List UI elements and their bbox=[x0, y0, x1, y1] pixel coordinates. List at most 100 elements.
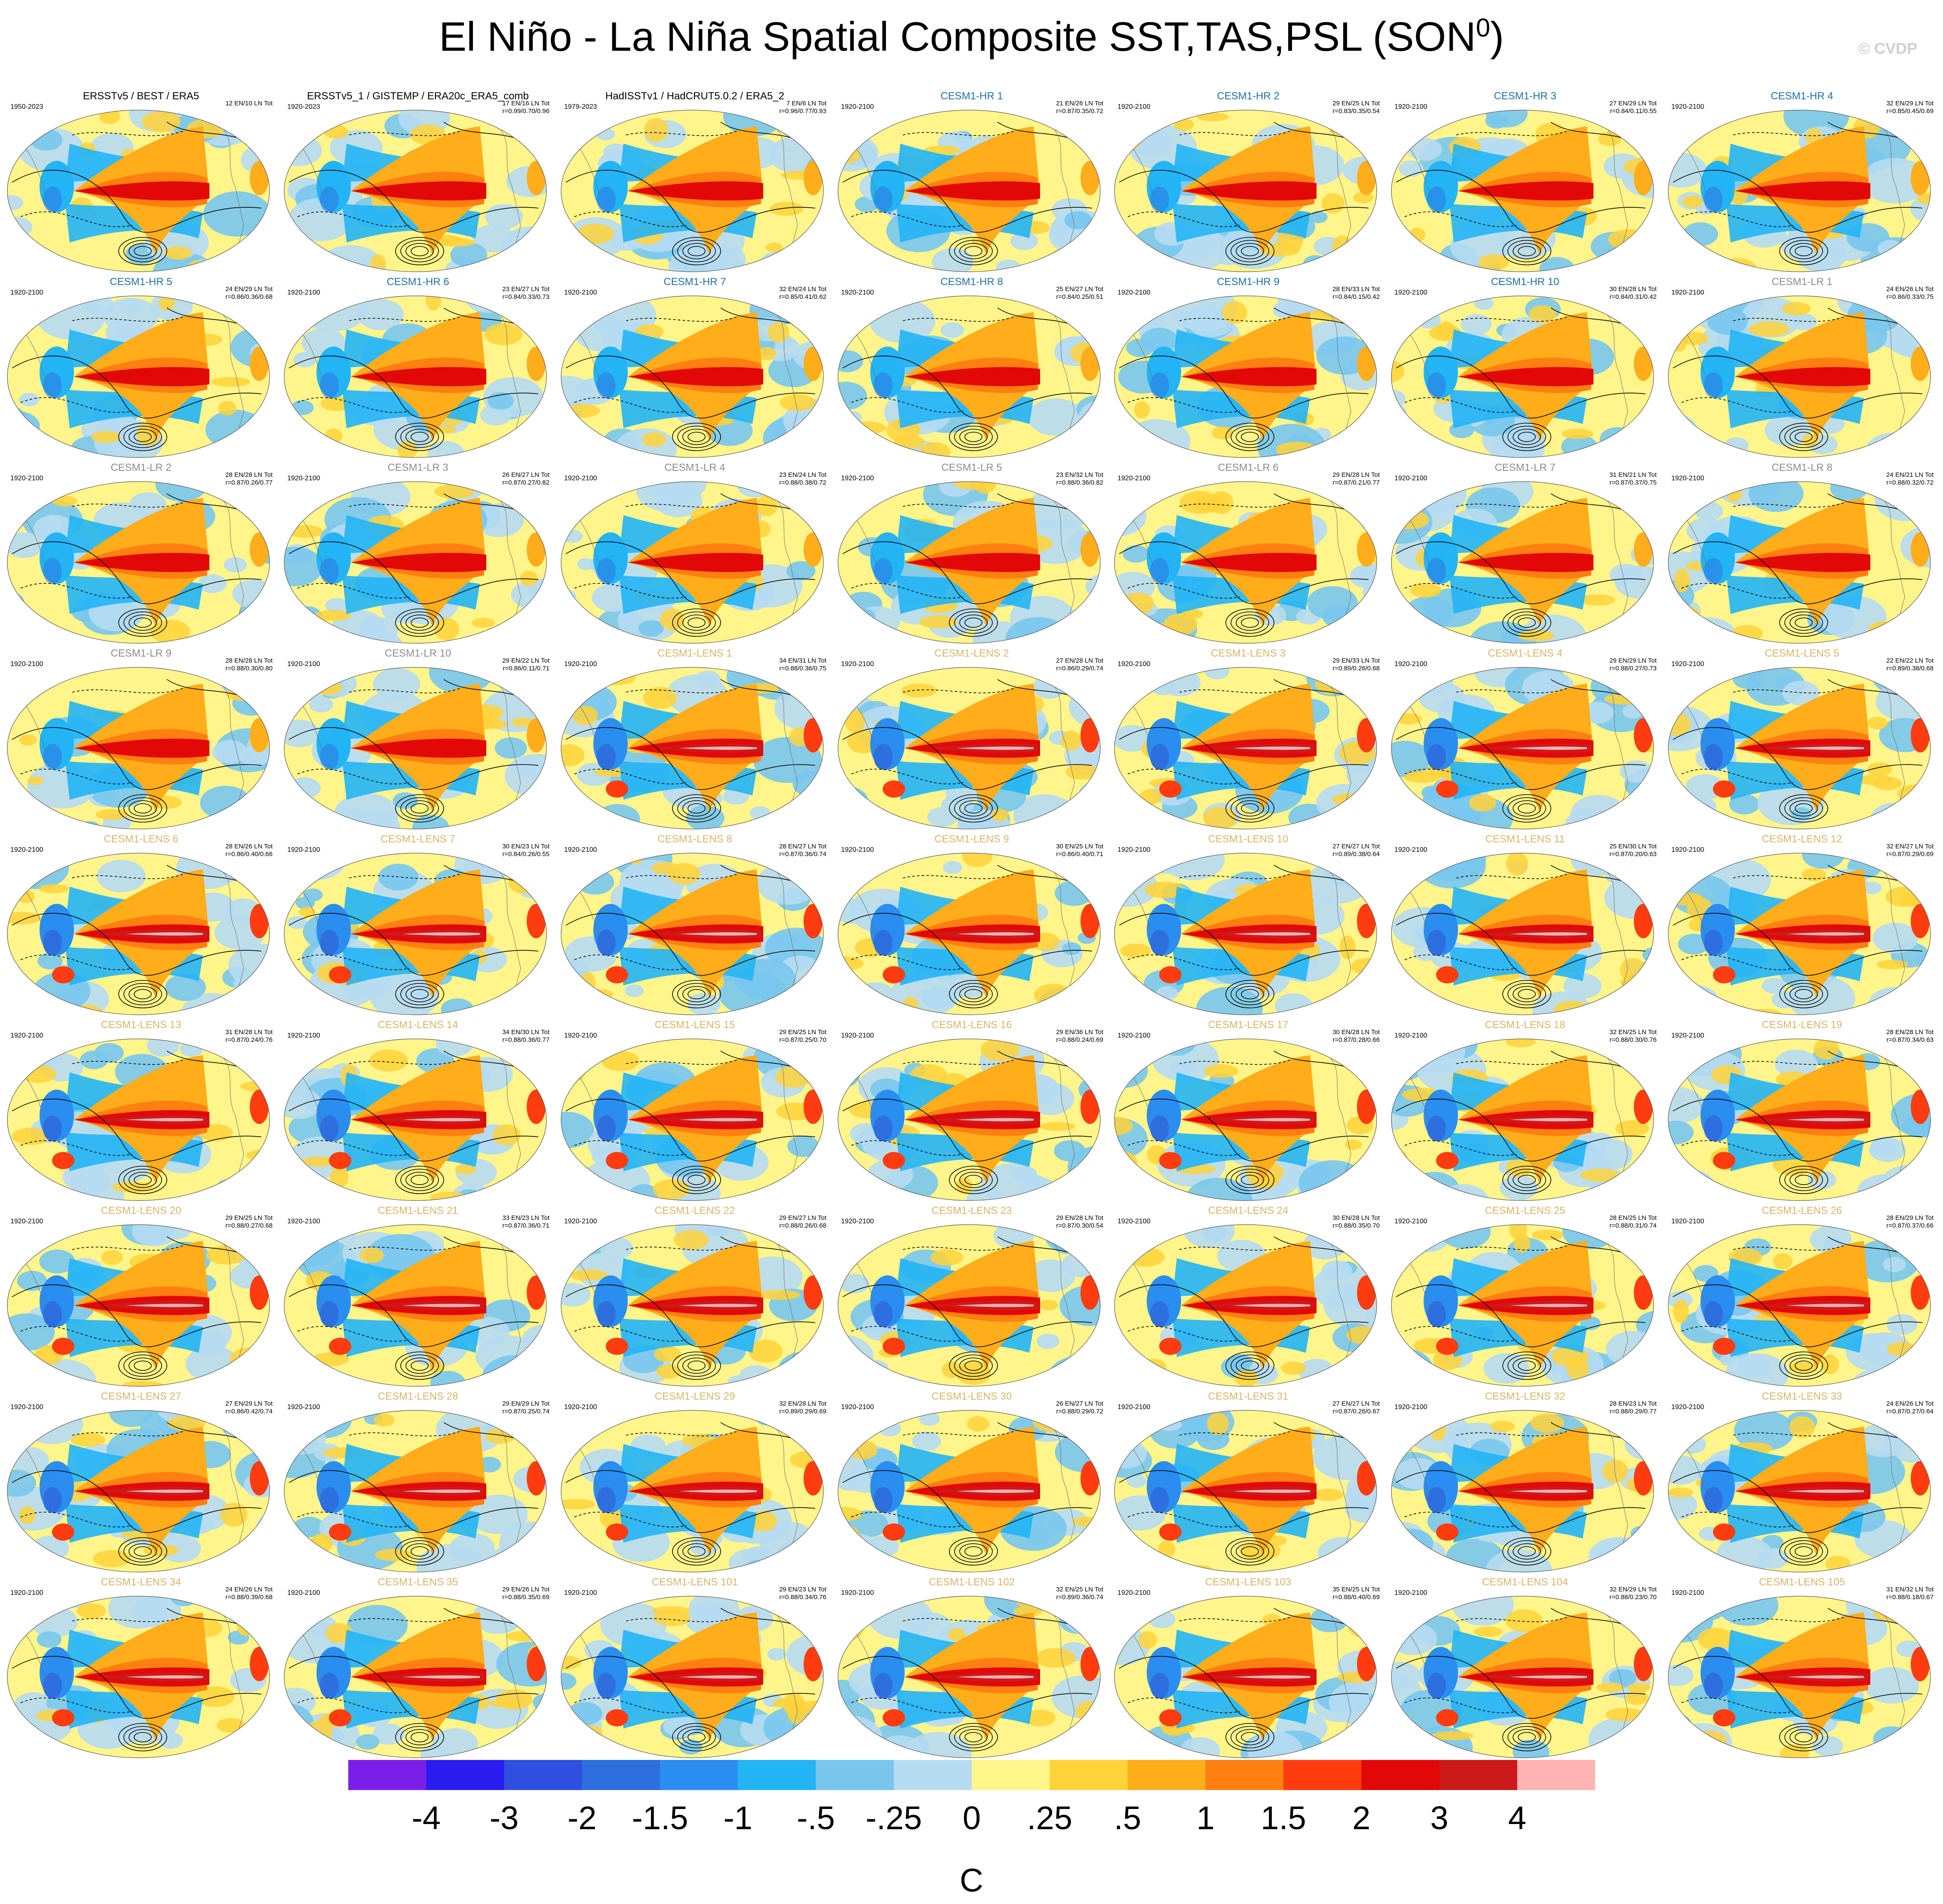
panel-counts: 30 EN/28 LN Tot r=0.87/0.28/0.66 bbox=[1332, 1029, 1380, 1044]
colorbar-tick-label: -4 bbox=[411, 1800, 441, 1836]
panel-years: 1920-2100 bbox=[1671, 103, 1704, 111]
panel-counts: 30 EN/25 LN Tot r=0.86/0.40/0.71 bbox=[1056, 843, 1103, 858]
map-panel: CESM1-HR 1 1920-2100 21 EN/26 LN Tot r=0.87… bbox=[834, 90, 1109, 275]
panel-title: CESM1-HR 10 bbox=[1491, 276, 1559, 288]
panel-title: CESM1-LENS 31 bbox=[1208, 1391, 1289, 1402]
panel-title: CESM1-LR 6 bbox=[1218, 462, 1279, 473]
composite-map bbox=[7, 1224, 270, 1387]
panel-title: CESM1-LENS 103 bbox=[1205, 1576, 1292, 1588]
event-counts: 27 EN/28 LN Tot bbox=[1056, 657, 1103, 664]
map-panel: CESM1-HR 8 1920-2100 25 EN/27 LN Tot r=0.84… bbox=[834, 276, 1109, 461]
colorbar-swatch bbox=[504, 1760, 583, 1790]
map-panel: CESM1-LENS 30 1920-2100 26 EN/27 LN Tot r=0… bbox=[834, 1391, 1109, 1575]
panel-counts: 32 EN/27 LN Tot r=0.87/0.29/0.69 bbox=[1886, 843, 1934, 858]
event-counts: 27 EN/29 LN Tot bbox=[1609, 100, 1657, 107]
pattern-correlations: r=0.87/0.34/0.63 bbox=[1886, 1036, 1934, 1044]
composite-map bbox=[561, 1038, 824, 1201]
pattern-correlations: r=0.87/0.37/0.66 bbox=[1886, 1222, 1934, 1229]
map-panel: CESM1-HR 2 1920-2100 29 EN/25 LN Tot r=0.83… bbox=[1111, 90, 1386, 275]
panel-title: CESM1-LENS 2 bbox=[934, 648, 1009, 659]
panel-title: CESM1-LENS 5 bbox=[1765, 648, 1839, 659]
event-counts: 34 EN/31 LN Tot bbox=[779, 657, 826, 664]
panel-title: CESM1-LENS 26 bbox=[1762, 1205, 1842, 1216]
event-counts: 32 EN/28 LN Tot bbox=[779, 1400, 826, 1407]
pattern-correlations: r=0.87/0.27/0.64 bbox=[1886, 1408, 1934, 1415]
panel-counts: 28 EN/23 LN Tot r=0.88/0.29/0.77 bbox=[1609, 1400, 1657, 1416]
map-panel: CESM1-LENS 102 1920-2100 32 EN/25 LN Tot r=… bbox=[834, 1576, 1109, 1761]
panel-title: CESM1-LENS 15 bbox=[654, 1019, 735, 1031]
composite-map bbox=[838, 1410, 1101, 1572]
panel-title: CESM1-HR 4 bbox=[1771, 90, 1833, 102]
panel-title: CESM1-LENS 14 bbox=[378, 1019, 458, 1031]
panel-years: 1920-2100 bbox=[1671, 846, 1704, 854]
composite-map bbox=[1114, 110, 1377, 272]
composite-map bbox=[1114, 1038, 1377, 1201]
map-panel: HadISSTv1 / HadCRUT5.0.2 / ERA5_2 1979-20… bbox=[557, 90, 832, 275]
panel-years: 1920-2100 bbox=[287, 1218, 320, 1225]
pattern-correlations: r=0.88/0.29/0.77 bbox=[1609, 1408, 1657, 1415]
pattern-correlations: r=0.88/0.27/0.73 bbox=[1609, 665, 1657, 672]
map-panel: CESM1-LENS 3 1920-2100 29 EN/33 LN Tot r=0.… bbox=[1111, 648, 1386, 832]
map-panel: CESM1-LENS 7 1920-2100 30 EN/23 LN Tot r=0.… bbox=[280, 833, 556, 1018]
map-panel: CESM1-HR 10 1920-2100 30 EN/28 LN Tot r=0.8… bbox=[1387, 276, 1663, 461]
panel-years: 1920-2100 bbox=[1394, 846, 1427, 854]
panel-years: 1920-2100 bbox=[841, 1218, 874, 1225]
panel-counts: 27 EN/27 LN Tot r=0.89/0.38/0.64 bbox=[1332, 843, 1380, 858]
panel-years: 1920-2100 bbox=[1671, 1589, 1704, 1597]
composite-map bbox=[561, 295, 824, 458]
colorbar-tick-label: 3 bbox=[1430, 1800, 1449, 1836]
composite-map bbox=[284, 481, 547, 644]
map-panel: CESM1-LENS 103 1920-2100 35 EN/25 LN Tot r=… bbox=[1111, 1576, 1386, 1761]
panel-title: CESM1-LENS 104 bbox=[1482, 1576, 1569, 1588]
map-panel: CESM1-LENS 25 1920-2100 28 EN/25 LN Tot r=0… bbox=[1387, 1205, 1663, 1390]
pattern-correlations: r=0.87/0.29/0.69 bbox=[1886, 851, 1934, 858]
colorbar-swatch bbox=[1127, 1760, 1206, 1790]
colorbar-swatch bbox=[348, 1760, 427, 1790]
composite-map bbox=[1668, 1224, 1931, 1387]
panel-years: 1920-2100 bbox=[1117, 846, 1151, 854]
pattern-correlations: r=0.87/0.24/0.76 bbox=[225, 1036, 273, 1044]
panel-counts: 28 EN/28 LN Tot r=0.87/0.34/0.63 bbox=[1886, 1029, 1934, 1044]
panel-years: 1920-2100 bbox=[564, 1032, 597, 1039]
map-panel: CESM1-LENS 15 1920-2100 29 EN/25 LN Tot r=0… bbox=[557, 1019, 832, 1204]
colorbar-swatch bbox=[893, 1760, 972, 1790]
panel-title: CESM1-LENS 1 bbox=[657, 648, 732, 659]
map-panel: CESM1-LENS 104 1920-2100 32 EN/29 LN Tot r=… bbox=[1387, 1576, 1663, 1761]
map-panel: CESM1-LENS 32 1920-2100 28 EN/23 LN Tot r=0… bbox=[1387, 1391, 1663, 1575]
pattern-correlations: r=0.89/0.38/0.68 bbox=[1886, 665, 1934, 672]
panel-title: CESM1-LR 4 bbox=[664, 462, 725, 473]
composite-map bbox=[561, 667, 824, 829]
panel-years: 1920-2100 bbox=[1117, 475, 1151, 482]
event-counts: 28 EN/28 LN Tot bbox=[225, 471, 273, 479]
map-panel: CESM1-LENS 2 1920-2100 27 EN/28 LN Tot r=0.… bbox=[834, 648, 1109, 832]
event-counts: 28 EN/29 LN Tot bbox=[1886, 1214, 1934, 1222]
colorbar-swatch bbox=[816, 1760, 894, 1790]
panel-title: CESM1-LENS 35 bbox=[378, 1576, 458, 1588]
panel-years: 1920-2100 bbox=[564, 1403, 597, 1411]
pattern-correlations: r=0.85/0.45/0.69 bbox=[1886, 107, 1934, 115]
panel-counts: 24 EN/26 LN Tot r=0.87/0.27/0.64 bbox=[1886, 1400, 1934, 1416]
event-counts: 29 EN/25 LN Tot bbox=[1332, 100, 1380, 107]
pattern-correlations: r=0.88/0.27/0.68 bbox=[225, 1222, 273, 1229]
pattern-correlations: r=0.84/0.15/0.42 bbox=[1332, 293, 1380, 301]
pattern-correlations: r=0.88/0.40/0.69 bbox=[1332, 1594, 1380, 1601]
panel-title: CESM1-LENS 102 bbox=[928, 1576, 1015, 1588]
composite-map bbox=[1391, 110, 1654, 272]
pattern-correlations: r=0.84/0.26/0.55 bbox=[502, 851, 549, 858]
panel-title: CESM1-HR 3 bbox=[1494, 90, 1556, 102]
composite-map bbox=[284, 853, 547, 1015]
panel-counts: 34 EN/31 LN Tot r=0.88/0.36/0.75 bbox=[779, 657, 826, 673]
composite-map bbox=[7, 110, 270, 272]
event-counts: 25 EN/30 LN Tot bbox=[1609, 843, 1657, 850]
panel-title: CESM1-HR 8 bbox=[940, 276, 1003, 288]
map-panel: CESM1-LENS 6 1920-2100 28 EN/26 LN Tot r=0.… bbox=[3, 833, 279, 1018]
panel-counts: 29 EN/23 LN Tot r=0.88/0.34/0.76 bbox=[779, 1586, 826, 1601]
map-panel: CESM1-LR 5 1920-2100 23 EN/32 LN Tot r=0.88… bbox=[834, 462, 1109, 647]
panel-years: 1920-2100 bbox=[287, 475, 320, 482]
panel-counts: 31 EN/28 LN Tot r=0.87/0.24/0.76 bbox=[225, 1029, 273, 1044]
pattern-correlations: r=0.87/0.26/0.77 bbox=[225, 479, 273, 486]
panel-counts: 32 EN/25 LN Tot r=0.89/0.36/0.74 bbox=[1056, 1586, 1103, 1601]
map-panel: CESM1-LR 2 1920-2100 28 EN/28 LN Tot r=0.87… bbox=[3, 462, 279, 647]
map-panel: CESM1-LENS 8 1920-2100 28 EN/27 LN Tot r=0.… bbox=[557, 833, 832, 1018]
panel-years: 1920-2100 bbox=[1117, 1403, 1151, 1411]
